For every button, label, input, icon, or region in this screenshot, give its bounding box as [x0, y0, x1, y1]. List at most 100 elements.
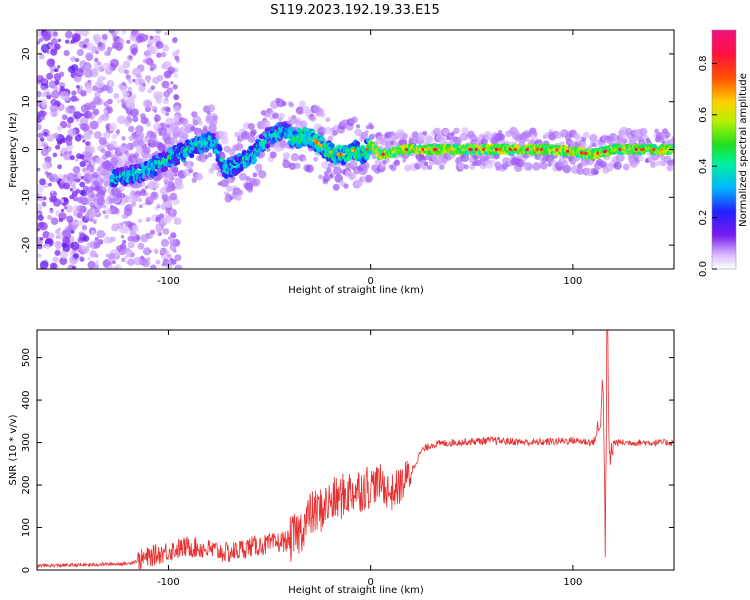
heatmap-speck — [127, 241, 135, 249]
heatmap-halo — [324, 126, 332, 135]
heatmap-halo — [167, 181, 175, 189]
heatmap-speck — [57, 164, 62, 170]
heatmap-speck — [82, 139, 86, 143]
heatmap-peak — [533, 147, 537, 152]
heatmap-speck — [67, 128, 77, 137]
heatmap-speck — [164, 32, 168, 36]
heatmap-halo — [258, 170, 267, 179]
heatmap-speck — [85, 85, 93, 94]
heatmap-speck — [164, 250, 169, 255]
heatmap-speck — [153, 248, 159, 254]
heatmap-speck — [169, 192, 178, 201]
x-tick-label: 100 — [563, 276, 582, 287]
heatmap-speck — [110, 204, 114, 209]
heatmap-speck — [150, 63, 157, 70]
heatmap-speck — [52, 256, 59, 263]
heatmap-halo — [94, 185, 100, 191]
heatmap-halo — [313, 156, 319, 162]
heatmap-speck — [90, 230, 96, 235]
heatmap-speck — [128, 55, 133, 60]
heatmap-speck — [63, 182, 71, 190]
heatmap-speck — [82, 61, 92, 71]
heatmap-speck — [126, 39, 131, 44]
heatmap-halo — [110, 157, 118, 165]
heatmap-speck — [145, 217, 151, 222]
heatmap-speck — [47, 214, 53, 220]
heatmap-speck — [146, 80, 151, 84]
heatmap-speck — [109, 144, 115, 150]
heatmap-speck — [124, 121, 131, 127]
heatmap-halo — [151, 191, 158, 198]
heatmap-halo — [282, 152, 291, 160]
heatmap-speck — [174, 264, 183, 269]
heatmap-speck — [40, 94, 45, 98]
heatmap-speck — [37, 90, 42, 98]
heatmap-halo — [237, 189, 244, 196]
heatmap-cell — [297, 143, 303, 149]
heatmap-cell — [254, 151, 260, 157]
snr-x-axis-label: Height of straight line (km) — [288, 585, 424, 596]
heatmap-halo — [393, 159, 401, 166]
heatmap-speck — [121, 257, 126, 263]
heatmap-speck — [128, 80, 132, 84]
y-tick-label: 200 — [21, 475, 32, 494]
heatmap-halo — [671, 136, 674, 141]
heatmap-halo — [226, 185, 233, 192]
heatmap-speck — [39, 53, 45, 60]
heatmap-speck — [172, 84, 178, 90]
heatmap-halo — [118, 185, 125, 192]
heatmap-speck — [132, 116, 139, 123]
heatmap-speck — [79, 181, 86, 188]
heatmap-speck — [66, 123, 72, 128]
heatmap-speck — [64, 206, 68, 210]
heatmap-speck — [166, 124, 171, 128]
heatmap-halo — [212, 115, 218, 121]
heatmap-speck — [52, 31, 58, 37]
heatmap-speck — [71, 90, 77, 96]
heatmap-speck — [120, 99, 126, 104]
heatmap-speck — [164, 217, 170, 223]
heatmap-speck — [79, 123, 87, 130]
heatmap-halo — [245, 176, 250, 181]
heatmap-speck — [37, 75, 42, 80]
heatmap-halo — [191, 177, 197, 183]
heatmap-speck — [37, 253, 42, 258]
heatmap-speck — [121, 81, 126, 86]
heatmap-speck — [102, 62, 111, 71]
heatmap-speck — [130, 108, 139, 117]
heatmap-speck — [135, 69, 142, 75]
heatmap-halo — [269, 151, 277, 159]
heatmap-speck — [65, 205, 74, 213]
heatmap-halo — [490, 159, 495, 164]
heatmap-speck — [96, 229, 105, 239]
heatmap-peak — [424, 147, 428, 152]
heatmap-speck — [155, 30, 162, 34]
heatmap-speck — [55, 144, 61, 150]
heatmap-speck — [37, 192, 43, 199]
heatmap-speck — [152, 76, 160, 84]
heatmap-speck — [91, 51, 95, 55]
heatmap-speck — [147, 42, 153, 47]
x-tick-label: -100 — [157, 276, 180, 287]
heatmap-halo — [282, 159, 291, 169]
heatmap-speck — [130, 252, 136, 258]
heatmap-speck — [169, 117, 176, 124]
heatmap-speck — [163, 197, 168, 202]
heatmap-speck — [116, 115, 126, 125]
heatmap-halo — [317, 126, 327, 136]
heatmap-speck — [110, 58, 119, 68]
heatmap-speck — [46, 72, 54, 80]
heatmap-speck — [48, 182, 52, 187]
heatmap-speck — [103, 101, 110, 107]
heatmap-halo — [532, 162, 541, 171]
heatmap-halo — [170, 136, 178, 144]
heatmap-speck — [115, 30, 120, 34]
heatmap-speck — [61, 114, 68, 121]
heatmap-speck — [48, 232, 55, 239]
heatmap-halo — [208, 123, 217, 133]
heatmap-speck — [128, 135, 135, 142]
heatmap-cell — [156, 168, 162, 174]
heatmap-speck — [110, 236, 116, 242]
heatmap-halo — [281, 101, 287, 107]
heatmap-speck — [98, 137, 107, 146]
